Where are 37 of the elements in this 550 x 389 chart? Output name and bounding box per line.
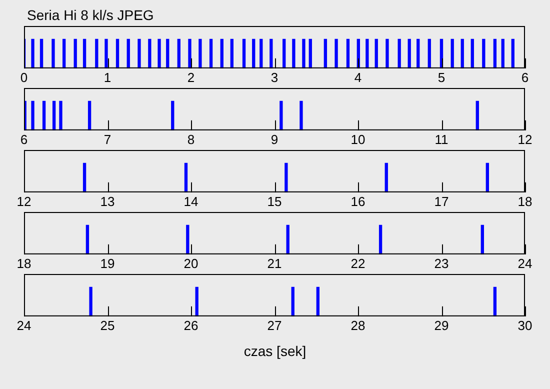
x-tick-label: 13 xyxy=(100,194,115,209)
x-tick-label: 0 xyxy=(20,70,28,85)
x-tick-label: 29 xyxy=(434,318,449,333)
x-tick-label: 16 xyxy=(350,194,366,209)
x-tick-label: 22 xyxy=(350,256,366,271)
x-tick-label: 10 xyxy=(350,132,366,147)
x-tick-label: 27 xyxy=(267,318,282,333)
chart-title: Seria Hi 8 kl/s JPEG xyxy=(27,7,154,23)
x-tick-label: 19 xyxy=(100,256,115,271)
x-tick-label: 18 xyxy=(16,256,32,271)
x-tick-label: 20 xyxy=(184,256,198,271)
x-tick-label: 6 xyxy=(20,132,28,147)
x-tick-label: 24 xyxy=(518,256,532,271)
x-tick-label: 15 xyxy=(267,194,282,209)
x-tick-label: 3 xyxy=(270,70,278,85)
x-tick-label: 9 xyxy=(270,132,278,147)
x-tick-label: 1 xyxy=(104,70,112,85)
x-tick-label: 11 xyxy=(434,132,448,147)
x-tick-label: 23 xyxy=(434,256,449,271)
x-tick-label: 17 xyxy=(434,194,449,209)
x-tick-label: 24 xyxy=(16,318,32,333)
x-tick-label: 7 xyxy=(104,132,112,147)
x-tick-label: 2 xyxy=(187,70,195,85)
x-tick-label: 28 xyxy=(350,318,366,333)
x-tick-label: 12 xyxy=(16,194,32,209)
x-tick-label: 4 xyxy=(354,70,362,85)
x-tick-label: 30 xyxy=(518,318,532,333)
x-axis-title: czas [sek] xyxy=(242,343,308,359)
x-tick-label: 26 xyxy=(184,318,198,333)
x-tick-label: 14 xyxy=(184,194,198,209)
x-tick-label: 18 xyxy=(518,194,532,209)
x-tick-label: 5 xyxy=(438,70,446,85)
x-tick-label: 6 xyxy=(521,70,529,85)
x-tick-label: 21 xyxy=(267,256,282,271)
x-tick-label: 8 xyxy=(187,132,195,147)
x-tick-label: 12 xyxy=(518,132,532,147)
x-tick-label: 25 xyxy=(100,318,115,333)
